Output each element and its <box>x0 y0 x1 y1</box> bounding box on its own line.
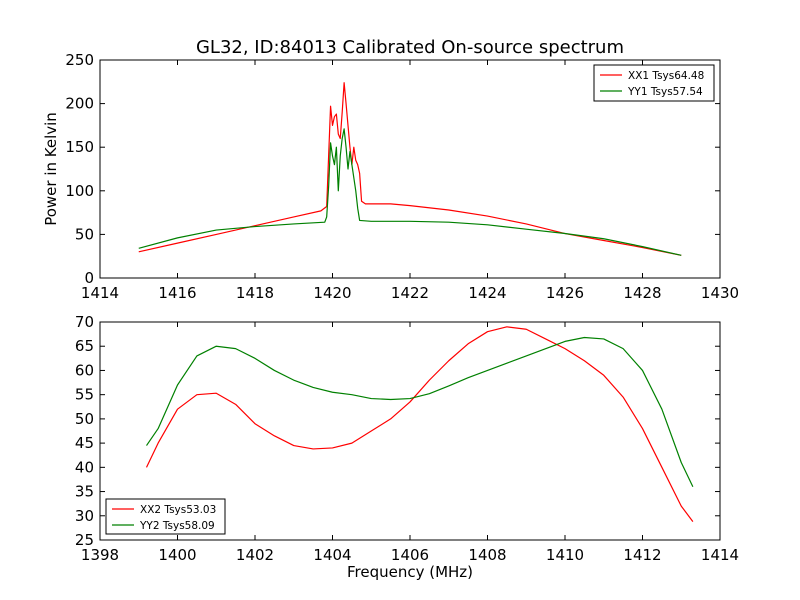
x-tick-label: 1422 <box>391 284 429 302</box>
series-line-2 <box>138 128 682 256</box>
x-tick-label: 1416 <box>158 284 196 302</box>
legend-label-2: YY2 Tsys58.09 <box>139 520 215 532</box>
y-tick-label: 30 <box>75 507 94 525</box>
x-tick-label: 1420 <box>313 284 351 302</box>
x-tick-label: 1414 <box>81 284 119 302</box>
x-tick-label: 1408 <box>468 546 506 564</box>
x-tick-label: 1418 <box>236 284 274 302</box>
x-tick-label: 1406 <box>391 546 429 564</box>
series-line-1 <box>145 326 694 522</box>
x-tick-label: 1428 <box>623 284 661 302</box>
y-tick-label: 55 <box>75 386 94 404</box>
y-tick-label: 150 <box>65 138 94 156</box>
y-tick-label: 40 <box>75 458 94 476</box>
y-tick-label: 25 <box>75 531 94 549</box>
x-tick-label: 1430 <box>701 284 739 302</box>
y-tick-label: 100 <box>65 182 94 200</box>
y-tick-label: 50 <box>75 410 94 428</box>
x-tick-label: 1410 <box>546 546 584 564</box>
x-tick-label: 1414 <box>701 546 739 564</box>
series-line-1 <box>138 82 682 256</box>
x-tick-label: 1400 <box>158 546 196 564</box>
y-tick-label: 0 <box>84 269 94 287</box>
y-tick-label: 60 <box>75 361 94 379</box>
legend-box <box>105 498 226 535</box>
x-tick-label: 1404 <box>313 546 351 564</box>
y-tick-label: 250 <box>65 51 94 69</box>
legend-box <box>593 64 715 102</box>
legend-label-1: XX1 Tsys64.48 <box>628 70 704 82</box>
y-tick-label: 65 <box>75 337 94 355</box>
x-tick-label: 1402 <box>236 546 274 564</box>
x-tick-label: 1398 <box>81 546 119 564</box>
legend-label-2: YY1 Tsys57.54 <box>627 86 703 98</box>
y-tick-label: 70 <box>75 313 94 331</box>
x-axis-label: Frequency (MHz) <box>347 563 473 581</box>
legend: XX2 Tsys53.03 YY2 Tsys58.09 <box>105 498 226 535</box>
legend: XX1 Tsys64.48 YY1 Tsys57.54 <box>593 64 715 102</box>
y-tick-label: 50 <box>75 225 94 243</box>
series-line-2 <box>146 336 694 487</box>
y-tick-label: 45 <box>75 434 94 452</box>
y-axis-label: Power in Kelvin <box>42 112 60 226</box>
y-tick-label: 200 <box>65 95 94 113</box>
chart-title: GL32, ID:84013 Calibrated On-source spec… <box>196 37 624 58</box>
x-tick-label: 1424 <box>468 284 506 302</box>
legend-label-1: XX2 Tsys53.03 <box>140 504 216 516</box>
top-panel: 1414 1416 1418 1420 1422 1424 1426 1428 1430 0 50 1… <box>42 51 739 302</box>
y-tick-label: 35 <box>75 483 94 501</box>
x-tick-label: 1426 <box>546 284 584 302</box>
bottom-panel: 1398 1400 1402 1404 1406 1408 1410 1412 1414 25 30… <box>75 313 739 581</box>
x-tick-label: 1412 <box>623 546 661 564</box>
